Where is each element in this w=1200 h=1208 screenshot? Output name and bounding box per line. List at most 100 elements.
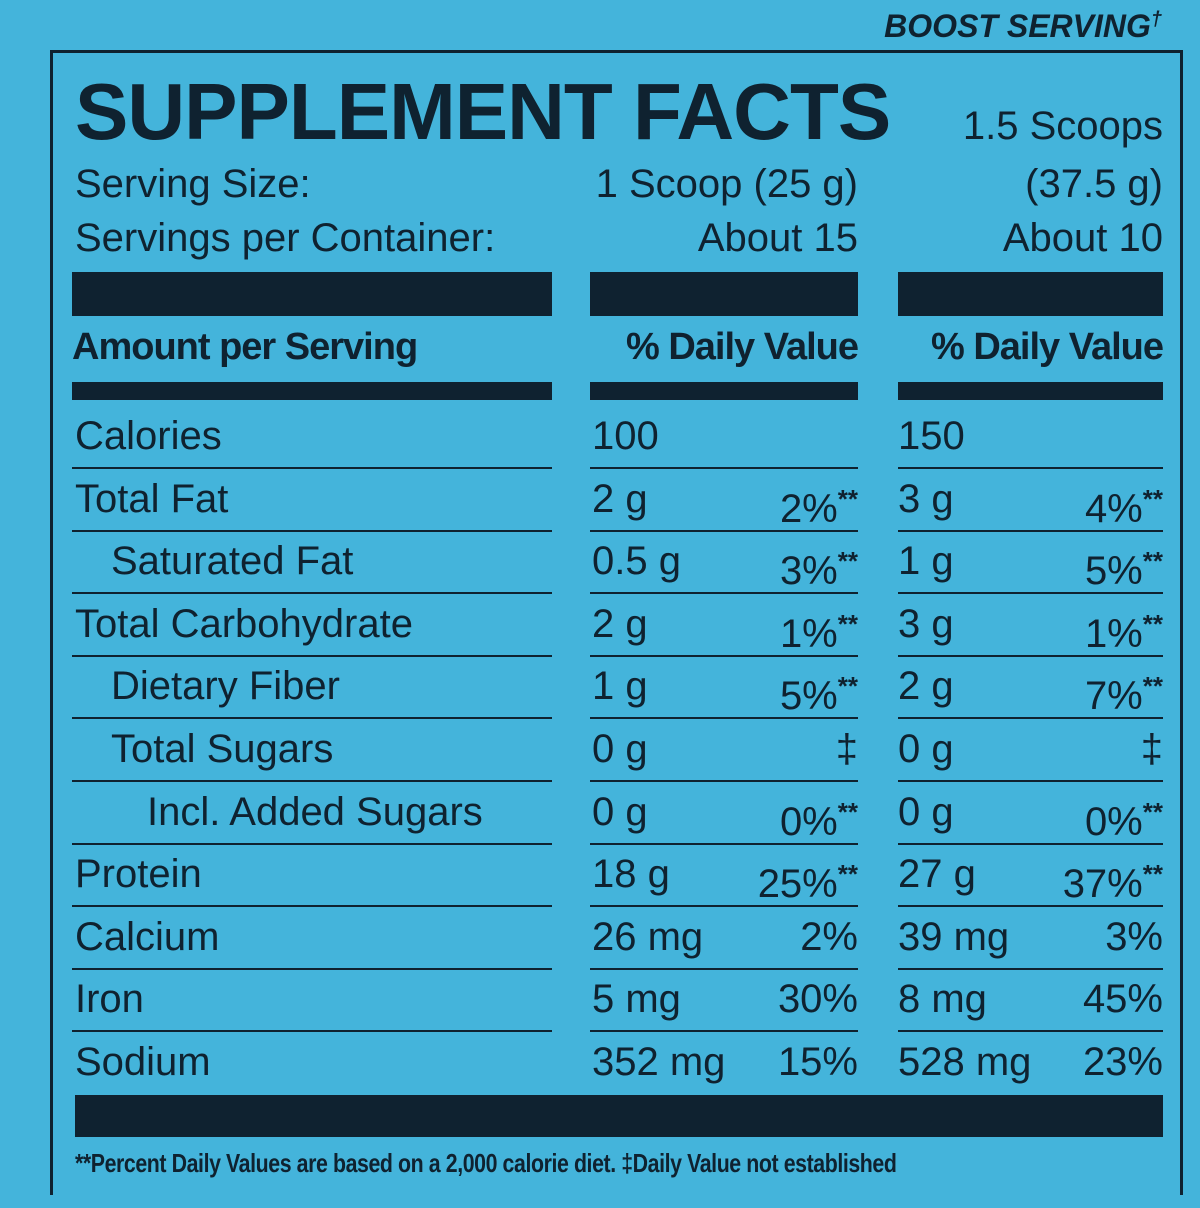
title: SUPPLEMENT FACTS	[75, 67, 891, 156]
daily-value-text: 5%	[1084, 549, 1143, 594]
footnote-mark: **	[837, 671, 858, 702]
boost-amount: 3 g	[898, 476, 954, 521]
nutrient-name: Saturated Fat	[111, 539, 354, 584]
row-rule	[898, 717, 1163, 720]
boost-servings: About 10	[1002, 216, 1163, 260]
row-rule	[72, 780, 552, 782]
row-rule	[898, 654, 1163, 657]
footnote-mark: **	[1142, 608, 1163, 639]
row-rule	[72, 842, 552, 845]
row-rule	[590, 529, 858, 532]
boost-amount: 1 g	[898, 539, 954, 584]
daily-value-text: 4%	[1084, 486, 1143, 531]
daily-value-text: 37%	[1062, 862, 1143, 907]
daily-value-text: 0%	[1084, 799, 1143, 844]
row-rule	[898, 967, 1163, 970]
row-rule	[590, 842, 858, 845]
footnote-mark: **	[1142, 483, 1163, 514]
nutrient-name: Dietary Fiber	[111, 664, 340, 709]
row-rule	[72, 592, 552, 595]
daily-value-text: 2%	[800, 914, 858, 959]
daily-value-text: ‡	[835, 727, 858, 771]
daily-value-text: 45%	[1082, 977, 1163, 1022]
divider-bar	[72, 382, 552, 400]
row-rule	[898, 780, 1163, 782]
nutrient-name: Calcium	[75, 914, 220, 959]
footnote: **Percent Daily Values are based on a 2,…	[75, 1148, 897, 1178]
boost-amount: 528 mg	[898, 1040, 1032, 1084]
daily-value-text: 5%	[779, 674, 838, 719]
row-rule	[72, 529, 552, 532]
boost-amount: 2 g	[898, 664, 954, 709]
daily-value-text: 0%	[779, 799, 838, 844]
row-rule	[590, 654, 858, 657]
boost-amount: 0 g	[898, 727, 954, 771]
daily-value-text: 30%	[777, 977, 858, 1022]
footnote-mark: **	[837, 859, 858, 890]
boost-size: (37.5 g)	[1025, 162, 1163, 206]
nutrient-name: Total Sugars	[111, 727, 334, 771]
daily-value: 1%**	[780, 593, 858, 665]
daily-value: 3%**	[780, 530, 858, 602]
daily-value-text: 15%	[777, 1040, 858, 1084]
footnote-mark: **	[837, 483, 858, 514]
divider-bar	[898, 382, 1163, 400]
nutrient-name: Iron	[75, 977, 144, 1022]
boost-label: BOOST SERVING	[884, 8, 1151, 44]
amount: 0.5 g	[592, 539, 681, 584]
divider-bar	[75, 1095, 1163, 1137]
amount-label: Amount per Serving	[72, 326, 418, 368]
footnote-mark: **	[837, 608, 858, 639]
daily-value: 25%**	[758, 843, 858, 915]
amount: 18 g	[592, 852, 670, 897]
nutrient-name: Calories	[75, 414, 222, 458]
row-rule	[72, 905, 552, 908]
daily-value-text: 2%	[779, 486, 838, 531]
boost-serving-heading: BOOST SERVING†	[884, 8, 1162, 45]
boost-amount: 0 g	[898, 789, 954, 834]
boost-amount: 27 g	[898, 852, 976, 897]
daily-value: 7%**	[1085, 655, 1163, 727]
row-rule	[590, 467, 858, 469]
boost-amount: 8 mg	[898, 977, 987, 1022]
row-rule	[590, 717, 858, 720]
row-rule	[590, 967, 858, 970]
row-rule	[898, 592, 1163, 595]
daily-value: ‡	[1141, 718, 1163, 780]
divider-bar	[898, 272, 1163, 316]
footnote-mark: **	[1142, 546, 1163, 577]
nutrient-name: Sodium	[75, 1040, 211, 1084]
daily-value: ‡	[836, 718, 858, 780]
row-rule	[590, 592, 858, 595]
daily-value: 4%**	[1085, 468, 1163, 540]
row-rule	[72, 717, 552, 720]
daily-value: 15%	[778, 1031, 858, 1093]
row-rule	[898, 467, 1163, 469]
boost-amount: 3 g	[898, 601, 954, 646]
divider-bar	[72, 272, 552, 316]
footnote-mark: **	[1142, 859, 1163, 890]
daily-value: 5%**	[1085, 530, 1163, 602]
daily-value: 37%**	[1063, 843, 1163, 915]
amount: 5 mg	[592, 977, 681, 1022]
daily-value: 2%**	[780, 468, 858, 540]
row-rule	[898, 905, 1163, 908]
daily-value: 45%	[1083, 968, 1163, 1030]
daily-value: 2%	[800, 906, 858, 968]
daily-value-text: ‡	[1140, 727, 1163, 771]
serving-size-label: Serving Size:	[75, 162, 311, 206]
amount: 0 g	[592, 789, 648, 834]
divider-bar	[590, 382, 858, 400]
boost-size: 1.5 Scoops	[962, 104, 1163, 148]
nutrient-name: Incl. Added Sugars	[147, 789, 483, 834]
amount: 100	[592, 414, 659, 458]
row-rule	[72, 467, 552, 469]
row-rule	[72, 1030, 552, 1033]
label-frame	[50, 50, 1183, 1195]
daily-value: 23%	[1083, 1031, 1163, 1093]
daily-value: 1%**	[1085, 593, 1163, 665]
servings-label: Servings per Container:	[75, 216, 496, 260]
boost-amount: 39 mg	[898, 914, 1010, 959]
nutrient-name: Protein	[75, 852, 202, 897]
daily-value: 0%**	[1085, 781, 1163, 853]
